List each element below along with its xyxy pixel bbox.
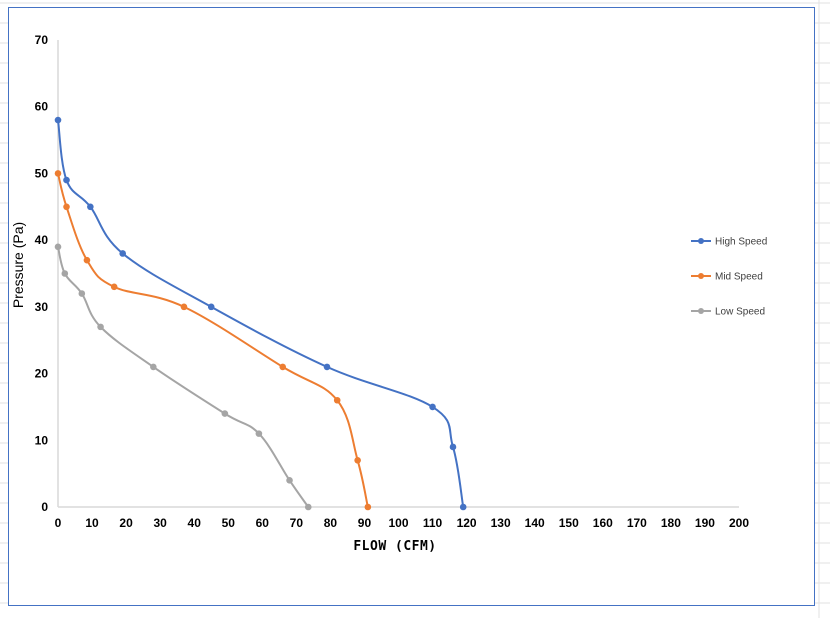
x-axis-title: FLOW (CFM): [353, 539, 436, 554]
data-point: [54, 243, 62, 251]
y-tick-label: 40: [35, 233, 49, 247]
y-tick-label: 50: [35, 166, 49, 180]
data-point: [279, 363, 287, 371]
x-tick-label: 170: [627, 516, 647, 530]
data-point: [78, 290, 86, 297]
data-point: [304, 503, 312, 511]
x-tick-label: 140: [525, 516, 545, 530]
data-point: [63, 176, 70, 184]
legend-swatch-marker: [698, 308, 704, 314]
chart-area[interactable]: [8, 7, 815, 606]
data-point: [63, 203, 70, 211]
x-tick-label: 80: [324, 516, 338, 530]
data-point: [119, 250, 126, 257]
legend-item: Low Speed: [691, 307, 765, 318]
y-tick-label: 10: [35, 433, 49, 447]
x-tick-label: 200: [729, 516, 749, 530]
series-line-low-speed: [57, 246, 310, 508]
data-point: [54, 170, 62, 177]
series-line-high-speed: [57, 119, 465, 508]
axes: 0 10 20 30 40 50 60 70 0 10 20 30 40 50 60 70 80 90 100 110…: [35, 33, 750, 530]
legend-label: Low Speed: [715, 307, 765, 318]
legend-label: High Speed: [715, 237, 767, 248]
legend: High Speed Mid Speed Low Speed: [691, 237, 767, 318]
data-point: [429, 403, 436, 411]
series-line-mid-speed: [57, 173, 369, 508]
data-point: [150, 363, 157, 371]
legend-label: Mid Speed: [715, 272, 763, 283]
x-tick-label: 40: [188, 516, 202, 530]
x-tick-label: 50: [222, 516, 236, 530]
data-point: [54, 116, 62, 124]
x-tick-label: 190: [695, 516, 715, 530]
y-tick-label: 0: [41, 500, 48, 514]
x-tick-label: 130: [491, 516, 511, 530]
x-tick-label: 160: [593, 516, 613, 530]
data-point: [333, 396, 341, 404]
x-tick-label: 110: [423, 516, 443, 530]
legend-swatch-marker: [698, 273, 704, 279]
y-tick-label: 60: [35, 100, 49, 114]
series-low-speed: [54, 243, 312, 511]
y-tick-label: 30: [35, 300, 49, 314]
x-tick-label: 30: [153, 516, 167, 530]
data-point: [83, 256, 91, 264]
legend-item: High Speed: [691, 237, 767, 248]
data-point: [255, 430, 263, 437]
series-layer: [54, 116, 467, 511]
data-point: [354, 457, 361, 464]
series-mid-speed: [54, 170, 372, 511]
data-point: [323, 363, 331, 371]
legend-swatch-marker: [698, 238, 704, 244]
x-tick-label: 90: [358, 516, 372, 530]
x-tick-label: 0: [55, 516, 62, 530]
data-point: [221, 410, 229, 417]
data-point: [364, 503, 372, 511]
data-point: [97, 323, 104, 331]
series-high-speed: [54, 116, 467, 511]
y-tick-label: 20: [35, 367, 49, 381]
data-point: [110, 283, 118, 291]
x-tick-label: 180: [661, 516, 681, 530]
data-point: [61, 270, 69, 277]
data-point: [207, 303, 215, 311]
y-axis-title: Pressure (Pa): [10, 222, 26, 308]
x-tick-label: 20: [119, 516, 133, 530]
data-point: [87, 203, 94, 211]
y-tick-label: 70: [35, 33, 49, 47]
x-tick-label: 10: [85, 516, 99, 530]
data-point: [449, 443, 457, 451]
x-tick-label: 60: [256, 516, 270, 530]
data-point: [180, 303, 188, 311]
data-point: [459, 503, 467, 511]
legend-item: Mid Speed: [691, 272, 763, 283]
x-tick-label: 120: [457, 516, 477, 530]
data-point: [286, 477, 293, 484]
x-tick-label: 70: [290, 516, 304, 530]
x-tick-label: 150: [559, 516, 579, 530]
x-tick-label: 100: [388, 516, 408, 530]
